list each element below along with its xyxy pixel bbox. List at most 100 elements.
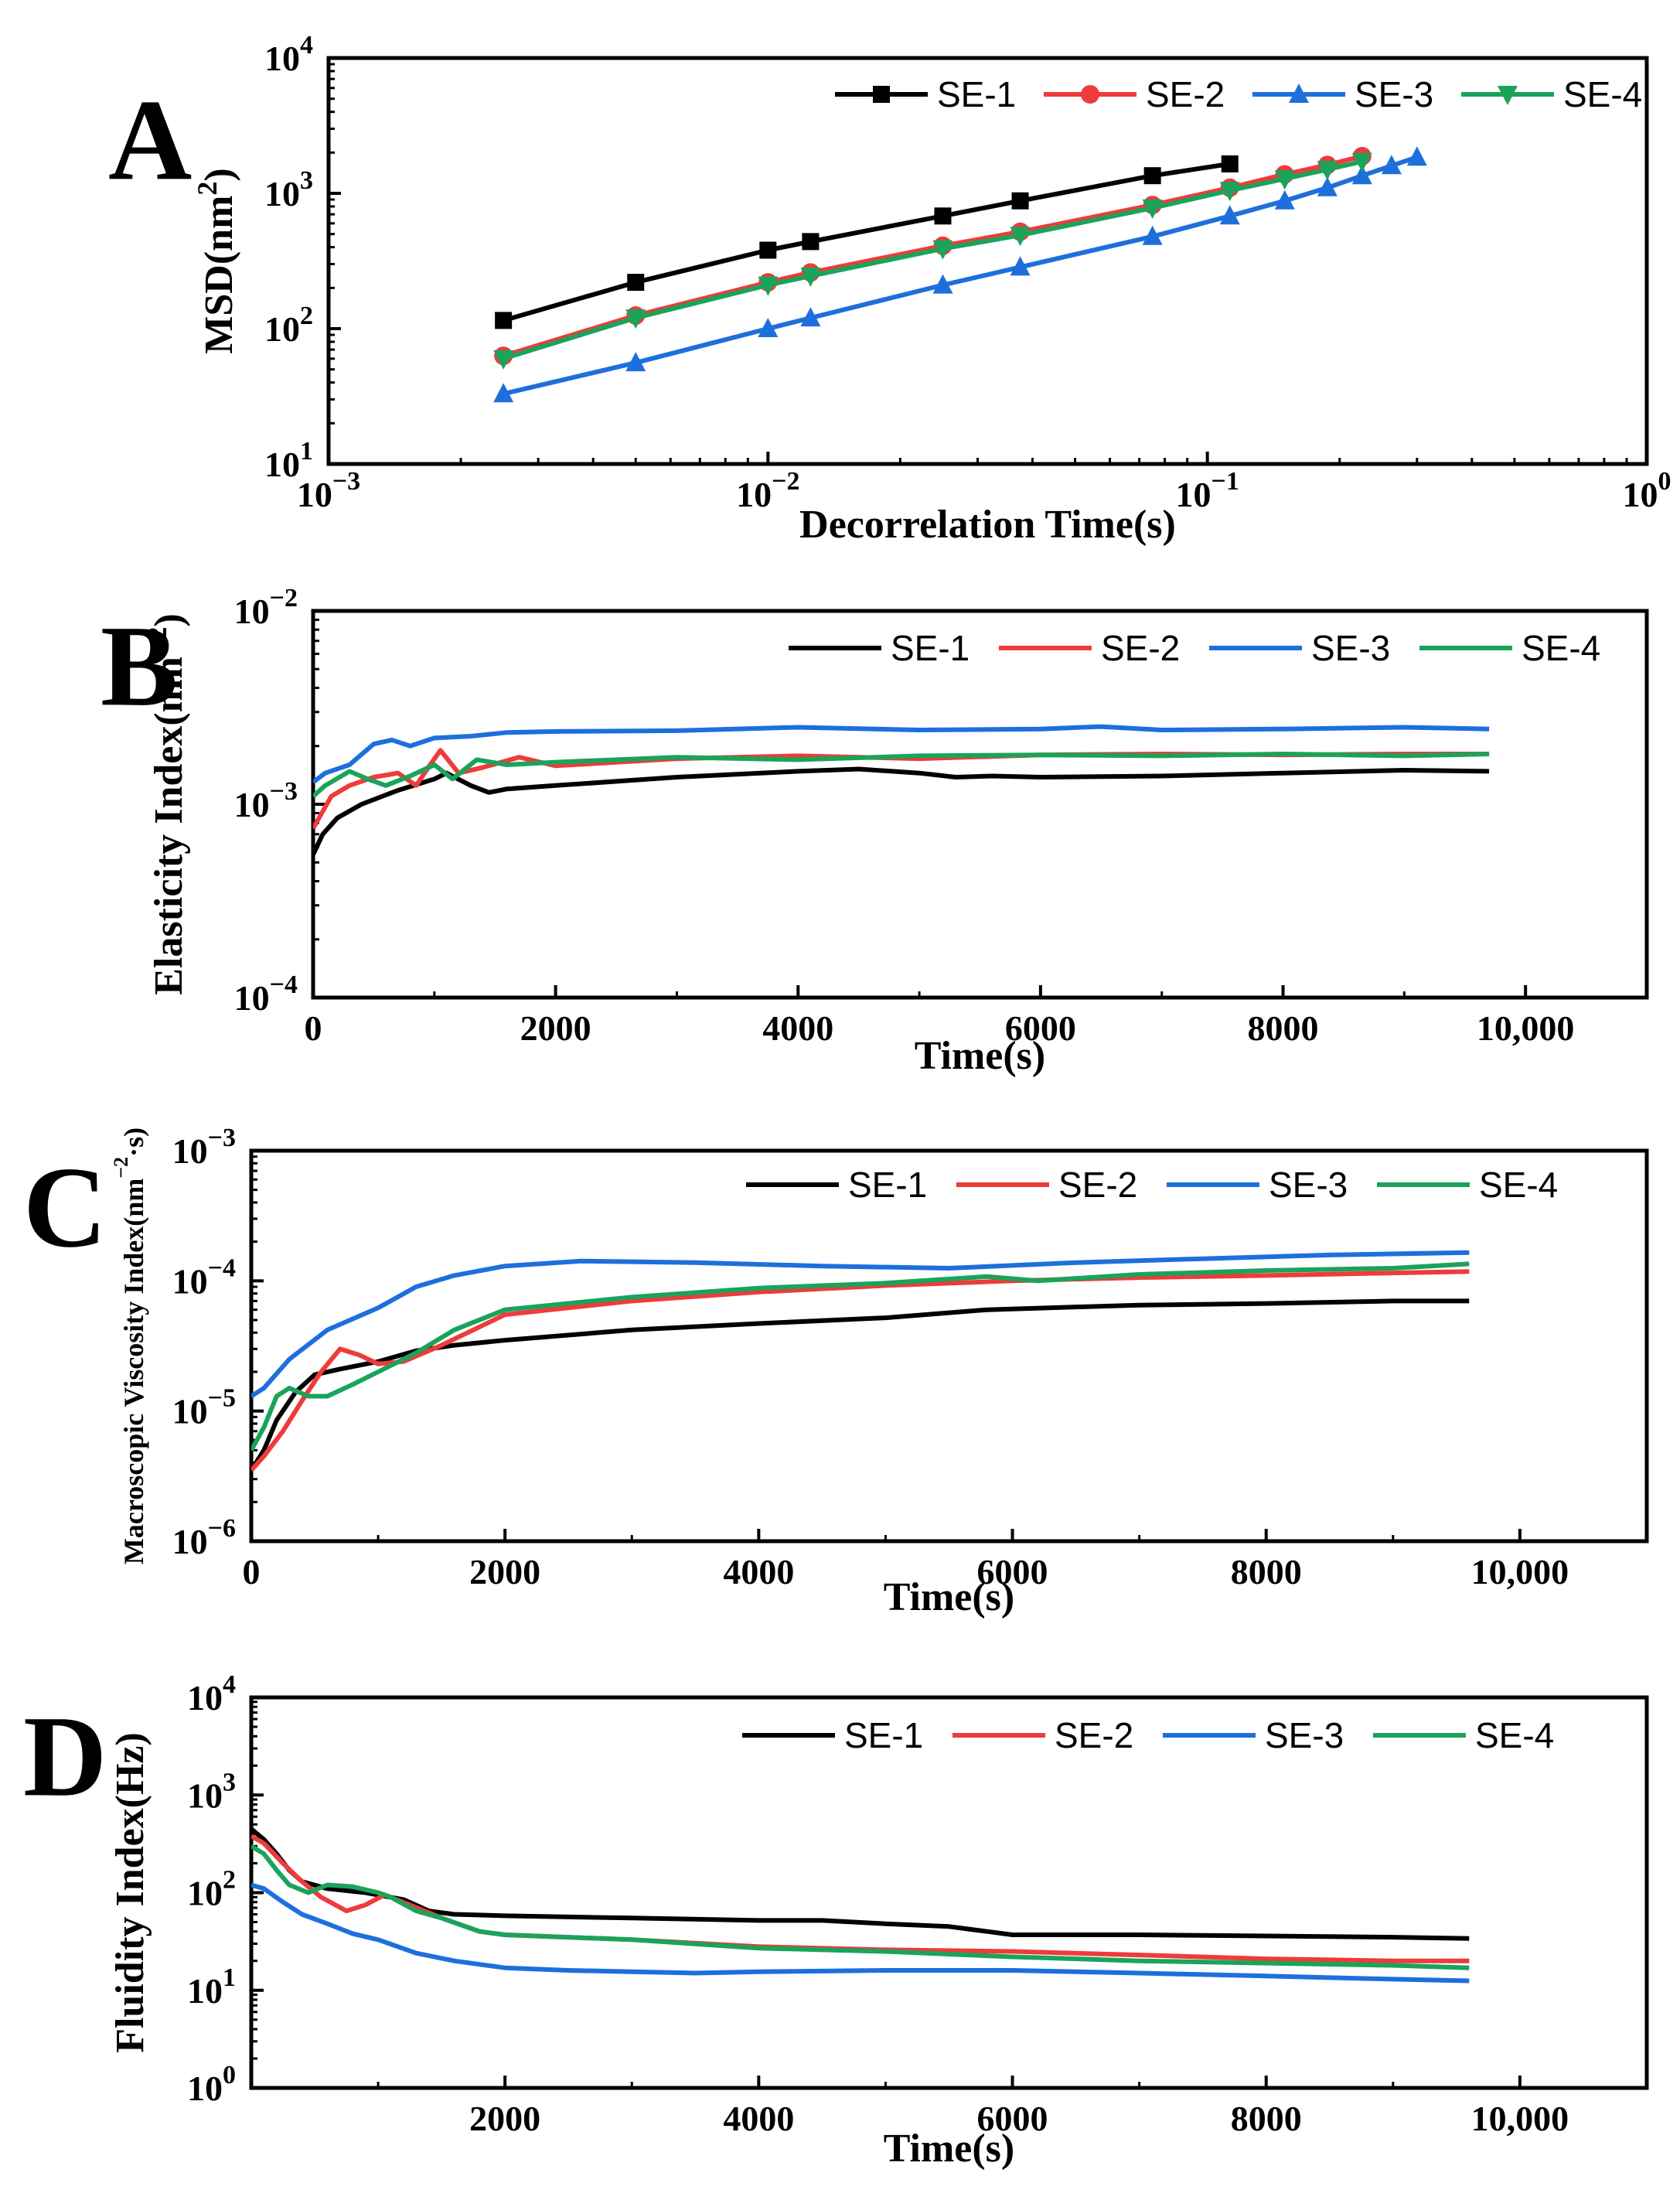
data-point-se-1 xyxy=(1143,167,1161,185)
x-axis-title: Time(s) xyxy=(884,2127,1014,2171)
data-point-se-1 xyxy=(627,274,645,292)
y-tick-label: 10−4 xyxy=(234,970,298,1018)
plot-frame xyxy=(311,609,1649,1000)
data-point-se-1 xyxy=(759,241,777,259)
series-line-se-1 xyxy=(503,161,1231,323)
legend: SE-1 SE-2 SE-3 SE-4 xyxy=(742,1715,1554,1755)
y-axis-title: Macroscopic Viscosity Index(nm−2·s) xyxy=(110,1127,149,1564)
data-point-se-4 xyxy=(932,240,953,260)
data-point-se-4 xyxy=(1351,152,1372,172)
x-tick-label: 0 xyxy=(243,1552,261,1591)
data-point-se-1 xyxy=(934,207,952,225)
data-point-se-3 xyxy=(1142,225,1163,245)
legend-marker-se-3 xyxy=(1289,84,1309,103)
y-tick-label: 10−2 xyxy=(234,584,298,631)
legend-label-se-2: SE-2 xyxy=(1055,1715,1133,1755)
panel-d: D 100 101 102 103 104 2000 4000 6000 8000 10,000 Ti… xyxy=(23,1670,1649,2171)
x-tick-label: 10,000 xyxy=(1471,1552,1569,1591)
x-tick-label: 6000 xyxy=(977,2099,1048,2138)
x-tick-label: 4000 xyxy=(723,2099,794,2138)
y-axis-title: Fluidity Index(Hz) xyxy=(108,1732,152,2053)
x-tick-label: 10,000 xyxy=(1477,1008,1575,1048)
data-point-se-4 xyxy=(493,350,514,370)
legend-label-se-2: SE-2 xyxy=(1058,1165,1137,1205)
legend-label-se-2: SE-2 xyxy=(1146,74,1225,114)
series-line-se-3 xyxy=(251,1882,1470,1984)
series-group xyxy=(251,1250,1470,1472)
data-point-se-4 xyxy=(1219,182,1240,202)
y-tick-label: 10−3 xyxy=(172,1124,236,1171)
data-point-se-4 xyxy=(800,267,821,287)
y-tick-label: 104 xyxy=(187,1670,236,1718)
series-line-se-4 xyxy=(251,1844,1470,1970)
data-point-se-4 xyxy=(1142,199,1163,219)
legend-label-se-1: SE-1 xyxy=(848,1165,927,1205)
panel-c: C 10−6 10−5 10−4 10−3 0 2000 4000 6000 8000 10,000… xyxy=(23,1124,1649,1619)
legend-label-se-4: SE-4 xyxy=(1563,74,1642,114)
panel-letter: A xyxy=(108,76,192,204)
legend-marker-se-2 xyxy=(1081,85,1099,104)
x-tick-label: 2000 xyxy=(469,1552,540,1591)
data-point-se-3 xyxy=(758,318,779,337)
legend-label-se-4: SE-4 xyxy=(1475,1715,1554,1755)
x-tick-label: 8000 xyxy=(1231,2099,1302,2138)
legend-label-se-4: SE-4 xyxy=(1479,1165,1558,1205)
panel-a: A 101 102 103 104 10−3 10−2 10−1 100 Decorrelatio… xyxy=(108,31,1671,547)
legend-marker-se-1 xyxy=(873,86,890,103)
legend-label-se-3: SE-3 xyxy=(1311,628,1390,668)
y-tick-label: 101 xyxy=(187,1963,236,2011)
x-tick-label: 10,000 xyxy=(1471,2099,1569,2138)
y-tick-label: 10−3 xyxy=(234,777,298,824)
legend-marker-se-4 xyxy=(1498,86,1518,105)
series-line-se-3 xyxy=(313,724,1490,784)
y-tick-label: 101 xyxy=(264,437,313,484)
x-tick-label: 0 xyxy=(305,1008,322,1048)
plot-frame xyxy=(249,1695,1649,2090)
x-tick-label: 4000 xyxy=(762,1008,833,1048)
y-tick-label: 100 xyxy=(187,2061,236,2108)
data-point-se-1 xyxy=(495,312,513,329)
series-line-se-1 xyxy=(251,1298,1470,1472)
y-tick-label: 10−4 xyxy=(172,1254,236,1301)
legend-label-se-3: SE-3 xyxy=(1265,1715,1344,1755)
series-line-se-1 xyxy=(251,1827,1470,1941)
y-tick-label: 10−6 xyxy=(172,1514,236,1561)
data-point-se-4 xyxy=(625,309,646,329)
data-point-se-1 xyxy=(802,233,820,251)
data-point-se-3 xyxy=(1274,189,1295,210)
y-tick-label: 103 xyxy=(264,166,313,213)
y-tick-label: 103 xyxy=(187,1768,236,1815)
x-tick-label: 6000 xyxy=(1005,1008,1076,1048)
data-point-se-3 xyxy=(493,383,514,403)
y-axis-title: Elasticity Index(nm−2) xyxy=(141,613,191,995)
x-axis-title: Time(s) xyxy=(915,1034,1045,1078)
x-tick-label: 100 xyxy=(1623,467,1671,514)
legend-label-se-1: SE-1 xyxy=(844,1715,923,1755)
legend-label-se-2: SE-2 xyxy=(1101,628,1180,668)
data-point-se-3 xyxy=(1351,165,1372,185)
legend: SE-1 SE-2 SE-3 SE-4 xyxy=(789,628,1600,668)
legend-label-se-3: SE-3 xyxy=(1355,74,1433,114)
series-line-se-3 xyxy=(251,1250,1470,1399)
series-group xyxy=(313,724,1490,856)
x-tick-label: 10−1 xyxy=(1175,467,1239,514)
data-point-se-3 xyxy=(800,307,821,327)
x-axis-title: Time(s) xyxy=(884,1575,1014,1619)
data-point-se-3 xyxy=(1406,146,1427,166)
data-point-se-3 xyxy=(625,352,646,372)
data-point-se-1 xyxy=(1221,155,1239,172)
data-point-se-4 xyxy=(1010,227,1031,247)
series-group xyxy=(493,146,1427,403)
data-point-se-3 xyxy=(1010,256,1031,276)
panel-letter: B xyxy=(101,602,178,730)
plot-frame xyxy=(249,1148,1649,1544)
legend-label-se-1: SE-1 xyxy=(937,74,1016,114)
panel-letter: C xyxy=(23,1143,107,1271)
panel-b: B 10−4 10−3 10−2 0 2000 4000 6000 8000 10,000 Time… xyxy=(101,584,1649,1078)
x-tick-label: 4000 xyxy=(723,1552,794,1591)
y-tick-label: 102 xyxy=(187,1866,236,1913)
y-tick-label: 104 xyxy=(264,31,313,78)
data-point-se-4 xyxy=(1274,170,1295,190)
y-axis-title: MSD(nm2) xyxy=(192,168,241,353)
plot-frame xyxy=(326,56,1649,466)
